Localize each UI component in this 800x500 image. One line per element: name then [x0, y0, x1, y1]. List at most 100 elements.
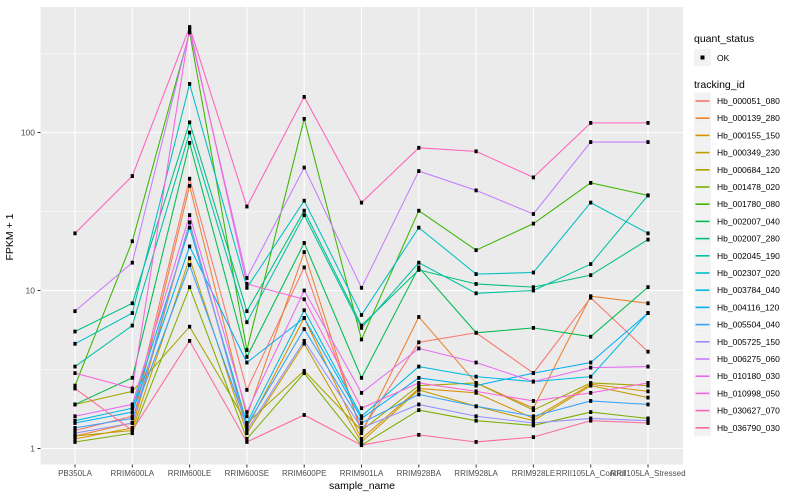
data-point: [130, 421, 134, 425]
data-point: [359, 323, 364, 328]
data-point: [589, 381, 593, 385]
data-point: [646, 416, 650, 421]
data-point: [302, 308, 306, 313]
data-point: [245, 348, 249, 352]
data-point: [531, 408, 535, 412]
data-point: [474, 389, 478, 394]
data-point: [188, 213, 192, 218]
x-tick-label: RRII105LA_Stressed: [610, 469, 685, 478]
data-point: [245, 428, 249, 433]
x-tick-label: PB350LA: [58, 469, 92, 478]
data-point: [130, 260, 134, 265]
legend-item-label: Hb_000155_150: [717, 130, 780, 140]
data-point: [474, 330, 478, 335]
data-point: [245, 431, 249, 436]
x-tick-label: RRII105LA_Control: [556, 469, 626, 478]
data-point: [646, 381, 650, 385]
data-point: [130, 414, 134, 419]
data-point: [188, 244, 192, 249]
data-point: [417, 364, 421, 369]
data-point: [417, 381, 421, 385]
data-point: [302, 341, 306, 346]
legend-item-label: Hb_005725_150: [717, 337, 780, 347]
data-point: [359, 285, 364, 290]
data-point: [474, 282, 478, 286]
data-point: [359, 416, 364, 421]
data-point: [245, 423, 249, 428]
data-point: [359, 406, 364, 411]
ok-point-icon: [700, 55, 705, 60]
data-point: [188, 285, 192, 290]
data-point: [589, 383, 593, 388]
data-point: [359, 426, 364, 430]
data-point: [589, 418, 593, 423]
data-point: [302, 297, 306, 302]
data-point: [417, 432, 421, 437]
data-point: [474, 248, 478, 253]
data-point: [73, 418, 77, 423]
data-point: [417, 383, 421, 388]
data-point: [188, 28, 192, 33]
data-point: [417, 145, 421, 150]
x-tick-label: RRIM600PE: [282, 469, 326, 478]
data-point: [359, 200, 364, 205]
data-point: [531, 212, 535, 216]
data-point: [130, 239, 134, 244]
data-point: [531, 435, 535, 440]
legend-item-label: Hb_010180_030: [717, 371, 780, 381]
x-tick-label: RRIM600LA: [111, 469, 155, 478]
data-point: [245, 426, 249, 430]
data-point: [245, 387, 249, 392]
data-point: [531, 418, 535, 423]
legend-item-label: Hb_005504_040: [717, 320, 780, 330]
data-point: [474, 404, 478, 409]
data-point: [245, 285, 249, 290]
data-point: [646, 121, 650, 125]
data-point: [130, 174, 134, 178]
data-point: [188, 338, 192, 343]
x-tick-label: RRIM928LE: [512, 469, 556, 478]
data-point: [130, 301, 134, 306]
data-point: [531, 175, 535, 180]
data-point: [589, 360, 593, 365]
data-point: [188, 25, 192, 29]
data-point: [245, 440, 249, 444]
data-point: [245, 204, 249, 209]
data-point: [646, 383, 650, 388]
data-point: [531, 371, 535, 376]
data-point: [73, 341, 77, 346]
legend-item-label: Hb_000051_080: [717, 96, 780, 106]
data-point: [531, 221, 535, 226]
data-point: [302, 316, 306, 320]
data-point: [302, 198, 306, 203]
data-point: [589, 273, 593, 278]
data-point: [73, 426, 77, 430]
data-point: [474, 149, 478, 154]
data-point: [417, 340, 421, 345]
legend-item-label: Hb_000684_120: [717, 165, 780, 175]
legend-item-label: Hb_036790_030: [717, 423, 780, 433]
data-point: [302, 208, 306, 213]
data-point: [130, 389, 134, 394]
data-point: [188, 120, 192, 125]
x-tick-label: RRIM928LA: [454, 469, 498, 478]
data-point: [130, 431, 134, 436]
data-point: [417, 315, 421, 319]
data-point: [245, 437, 249, 441]
x-axis-title: sample_name: [329, 480, 395, 492]
data-point: [130, 406, 134, 411]
data-point: [589, 294, 593, 299]
data-point: [73, 434, 77, 438]
data-point: [417, 392, 421, 397]
data-point: [474, 291, 478, 296]
y-tick-label: 100: [21, 128, 35, 138]
data-point: [359, 421, 364, 425]
data-point: [474, 360, 478, 365]
data-point: [302, 165, 306, 170]
data-point: [531, 285, 535, 290]
legend-item-label: Hb_002007_040: [717, 216, 780, 226]
data-point: [589, 374, 593, 379]
data-point: [73, 440, 77, 444]
data-point: [188, 225, 192, 230]
